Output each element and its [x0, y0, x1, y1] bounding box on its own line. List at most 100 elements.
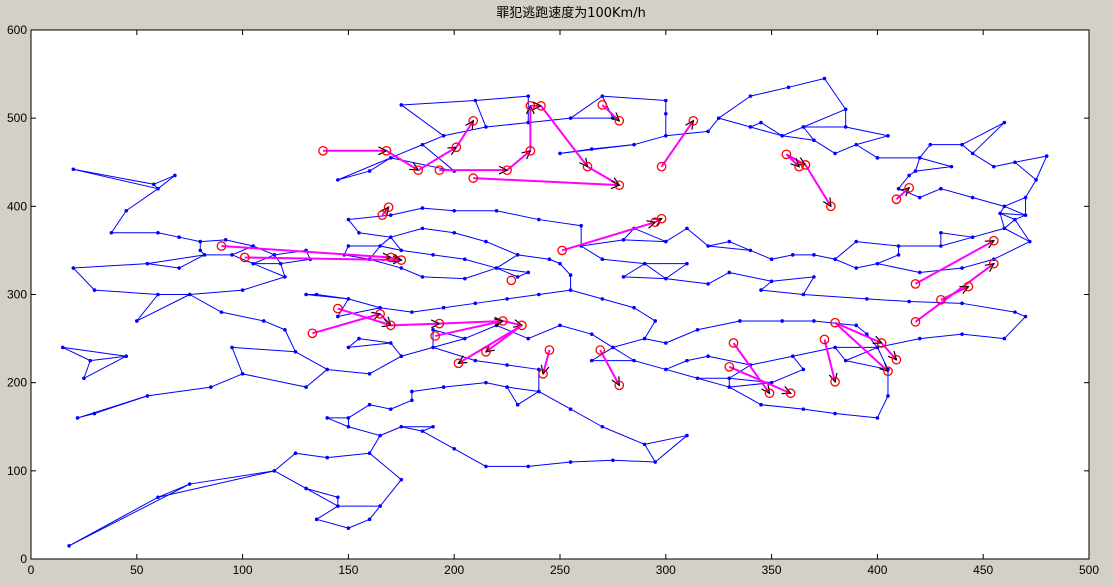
road-node	[336, 314, 340, 319]
direction-arrow	[828, 372, 838, 384]
road-node	[748, 125, 753, 129]
road-segment	[475, 298, 508, 304]
key-node-marker	[332, 303, 343, 314]
road-segment	[993, 161, 1016, 168]
road-node	[695, 327, 700, 332]
road-segment	[972, 122, 1005, 154]
x-tick-label: 350	[762, 563, 782, 577]
road-segment	[623, 228, 635, 241]
road-segment	[1004, 205, 1026, 216]
road-node	[642, 442, 647, 447]
road-node	[727, 385, 732, 389]
direction-arrow	[540, 364, 550, 376]
pursuit-segment	[728, 365, 792, 395]
direction-arrow	[484, 343, 495, 353]
road-node	[1002, 120, 1007, 125]
road-segment	[718, 117, 751, 128]
road-segment	[369, 435, 381, 454]
road-node	[589, 358, 594, 363]
road-node	[801, 292, 806, 297]
road-segment	[274, 452, 296, 472]
road-segment	[581, 239, 624, 247]
road-node	[621, 275, 626, 279]
road-segment	[792, 346, 836, 357]
road-node	[410, 310, 414, 314]
road-node	[505, 385, 509, 389]
road-segment	[157, 470, 275, 498]
road-segment	[369, 355, 402, 375]
direction-arrow	[761, 384, 771, 395]
y-tick-label: 300	[7, 288, 27, 302]
road-node	[1002, 204, 1007, 209]
key-node-marker	[413, 165, 424, 176]
road-segment	[961, 122, 1005, 146]
direction-arrow	[465, 119, 474, 130]
road-node	[399, 354, 404, 359]
road-segment	[390, 342, 402, 357]
road-segment	[835, 413, 878, 419]
road-segment	[94, 395, 148, 414]
key-node-marker	[430, 331, 441, 341]
road-segment	[644, 338, 666, 344]
road-node	[304, 292, 308, 297]
road-segment	[538, 289, 571, 295]
road-segment	[1014, 161, 1037, 181]
road-segment	[876, 395, 889, 419]
road-node	[759, 288, 763, 292]
road-node	[913, 169, 918, 173]
pursuit-segment	[337, 307, 392, 327]
key-node-marker	[375, 309, 385, 319]
road-node	[336, 178, 340, 182]
road-segment	[972, 227, 1005, 238]
road-segment	[231, 347, 244, 375]
road-node	[293, 350, 298, 354]
road-segment	[750, 126, 783, 137]
road-node	[484, 125, 488, 129]
direction-arrow	[781, 386, 792, 395]
road-node	[685, 358, 689, 363]
road-node	[473, 98, 478, 103]
direction-arrow	[685, 119, 695, 130]
road-segment	[136, 294, 190, 322]
road-node	[336, 504, 340, 508]
road-node	[346, 416, 351, 420]
road-node	[843, 358, 848, 363]
road-node	[738, 319, 742, 323]
road-node	[706, 354, 710, 359]
road-node	[431, 253, 435, 257]
road-node	[515, 275, 520, 279]
road-segment	[358, 232, 391, 238]
road-node	[71, 266, 76, 270]
road-segment	[327, 368, 370, 375]
road-segment	[496, 267, 529, 273]
road-node	[92, 411, 97, 416]
road-segment	[855, 324, 868, 335]
road-node	[187, 482, 192, 486]
key-node-marker	[468, 115, 479, 126]
road-segment	[940, 188, 973, 198]
road-node	[526, 94, 531, 98]
road-node	[558, 323, 562, 328]
pursuit-segment	[434, 319, 504, 337]
road-node	[240, 288, 245, 292]
road-node	[177, 266, 181, 270]
road-segment	[654, 435, 688, 463]
road-node	[875, 261, 880, 266]
pursuit-segment	[834, 321, 889, 372]
key-node-marker	[451, 142, 462, 153]
road-segment	[845, 360, 889, 370]
road-node	[854, 142, 859, 147]
road-node	[346, 244, 351, 248]
road-node	[388, 407, 393, 411]
road-node	[378, 433, 382, 438]
road-segment	[62, 346, 127, 357]
road-node	[568, 288, 573, 292]
road-segment	[390, 236, 402, 251]
axes-area	[30, 29, 1090, 560]
road-segment	[390, 207, 423, 216]
road-segment	[834, 258, 857, 269]
road-segment	[877, 254, 899, 265]
key-node-marker	[453, 358, 464, 369]
road-segment	[697, 320, 740, 331]
